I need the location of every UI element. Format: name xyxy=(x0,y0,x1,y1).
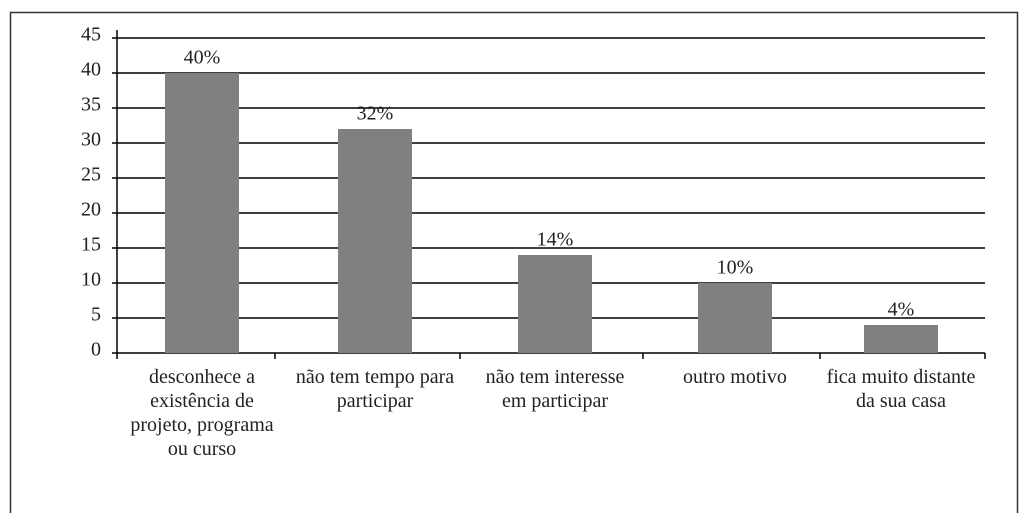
y-tick-label: 35 xyxy=(81,94,101,116)
y-tick-label: 25 xyxy=(81,164,101,186)
y-tick-label: 5 xyxy=(91,304,101,326)
value-label: 4% xyxy=(888,299,915,321)
value-label: 10% xyxy=(717,257,754,279)
y-tick-label: 20 xyxy=(81,199,101,221)
x-tick-label: não tem interesse em participar xyxy=(485,366,625,412)
y-tick-label: 10 xyxy=(81,269,101,291)
bar xyxy=(864,325,938,353)
x-tick-label: desconhece a existência de projeto, prog… xyxy=(130,366,274,460)
bar xyxy=(518,255,592,353)
x-tick-label: não tem tempo para participar xyxy=(295,366,455,412)
bar xyxy=(165,73,239,353)
value-label: 14% xyxy=(537,229,574,251)
value-label: 32% xyxy=(357,103,394,125)
value-label: 40% xyxy=(184,47,221,69)
frame xyxy=(9,11,1019,513)
bar xyxy=(338,129,412,353)
y-tick-label: 0 xyxy=(91,339,101,361)
y-tick-label: 30 xyxy=(81,129,101,151)
x-tick-label: fica muito distante da sua casa xyxy=(826,366,976,412)
y-tick-label: 40 xyxy=(81,59,101,81)
bar xyxy=(698,283,772,353)
x-tick-label: outro motivo xyxy=(683,366,787,388)
y-tick-label: 15 xyxy=(81,234,101,256)
y-tick-label: 45 xyxy=(81,24,101,46)
